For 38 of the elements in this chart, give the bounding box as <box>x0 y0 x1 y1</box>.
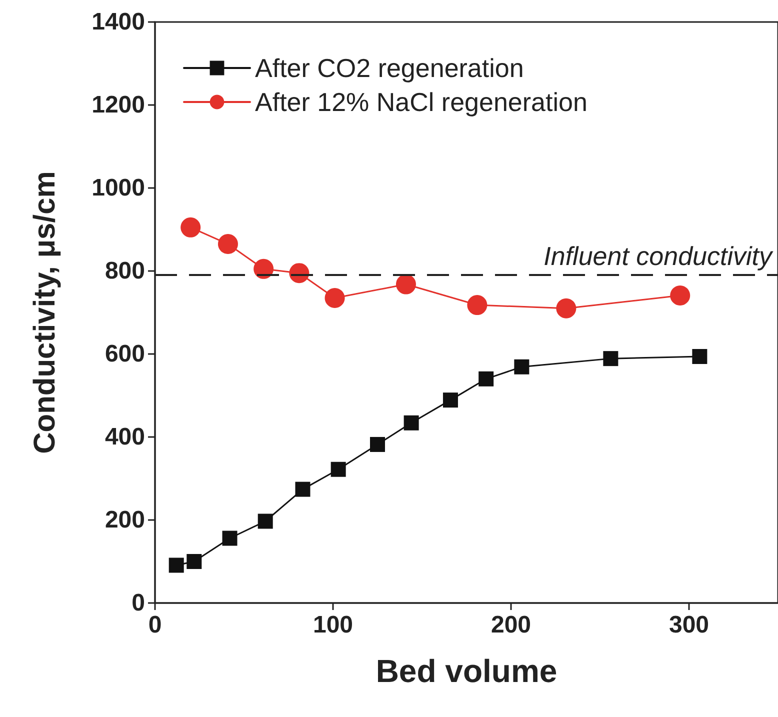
point <box>324 288 345 308</box>
point <box>258 514 273 529</box>
x-tick-label: 100 <box>312 612 354 638</box>
y-tick-label: 1000 <box>92 174 145 202</box>
point <box>478 371 494 386</box>
x-tick-label: 300 <box>668 612 710 638</box>
point <box>330 462 346 477</box>
y-tick-label: 0 <box>132 590 145 616</box>
y-tick-label: 200 <box>104 506 145 534</box>
point <box>396 274 416 294</box>
point <box>168 558 184 573</box>
point <box>442 392 458 408</box>
y-axis-title: Conductivity, μs/cm <box>28 171 62 454</box>
point <box>254 258 274 279</box>
point <box>556 298 576 318</box>
y-tick-label: 1400 <box>92 8 145 36</box>
ref-line-label: Influent conductivity <box>544 241 774 272</box>
point <box>370 436 385 452</box>
point <box>514 359 530 374</box>
x-tick-label: 0 <box>148 612 162 638</box>
point <box>692 348 708 364</box>
y-tick-label: 600 <box>104 340 145 368</box>
point <box>218 234 238 254</box>
point <box>295 482 310 497</box>
x-axis-title: Bed volume <box>376 653 558 689</box>
x-tick-label: 200 <box>490 612 532 638</box>
point <box>404 415 419 430</box>
point <box>603 351 618 366</box>
point <box>222 530 238 546</box>
y-tick-label: 1200 <box>92 92 145 118</box>
legend-label: After CO2 regeneration <box>255 53 524 83</box>
point <box>670 285 690 306</box>
legend-label: After 12% NaCl regeneration <box>255 87 588 117</box>
y-tick-label: 400 <box>104 424 145 450</box>
point <box>180 217 201 238</box>
point <box>467 295 488 316</box>
point <box>186 554 202 569</box>
y-tick-label: 800 <box>104 258 145 284</box>
